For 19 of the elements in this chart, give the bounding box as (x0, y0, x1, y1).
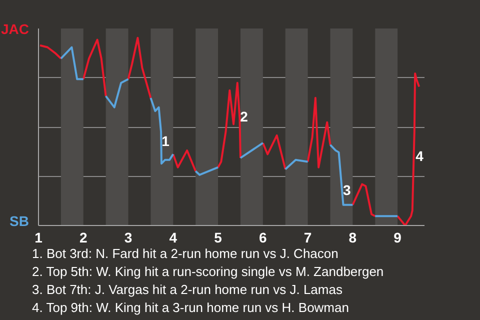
text: 3. Bot 7th: J. Vargas hit a 2-run home run vs J. Lamas (32, 282, 342, 297)
annotation: 3 (342, 182, 351, 198)
x-tick-label: 3 (124, 230, 132, 246)
x-tick-label: 1 (34, 230, 43, 246)
x-tick-label: 4 (169, 230, 178, 246)
annotation: 2 (240, 108, 248, 125)
annotation: 4 (416, 148, 424, 164)
text: 1. Bot 3rd: N. Fard hit a 2-run home run vs J. Chacon (32, 246, 338, 261)
text: 2. Top 5th: W. King hit a run-scoring single vs M. Zandbergen (32, 264, 384, 279)
text: JAC (0, 20, 29, 39)
x-tick-label: 7 (304, 230, 312, 246)
x-tick-label: 9 (394, 230, 402, 246)
annotation: 1 (162, 133, 170, 150)
text: SB (10, 212, 29, 231)
x-tick-label: 2 (79, 230, 88, 246)
x-tick-label: 5 (214, 230, 222, 246)
text: 4. Top 9th: W. King hit a 3-run home run vs H. Bowman (32, 300, 349, 315)
x-tick-label: 8 (348, 230, 357, 246)
x-tick-label: 6 (259, 230, 268, 246)
